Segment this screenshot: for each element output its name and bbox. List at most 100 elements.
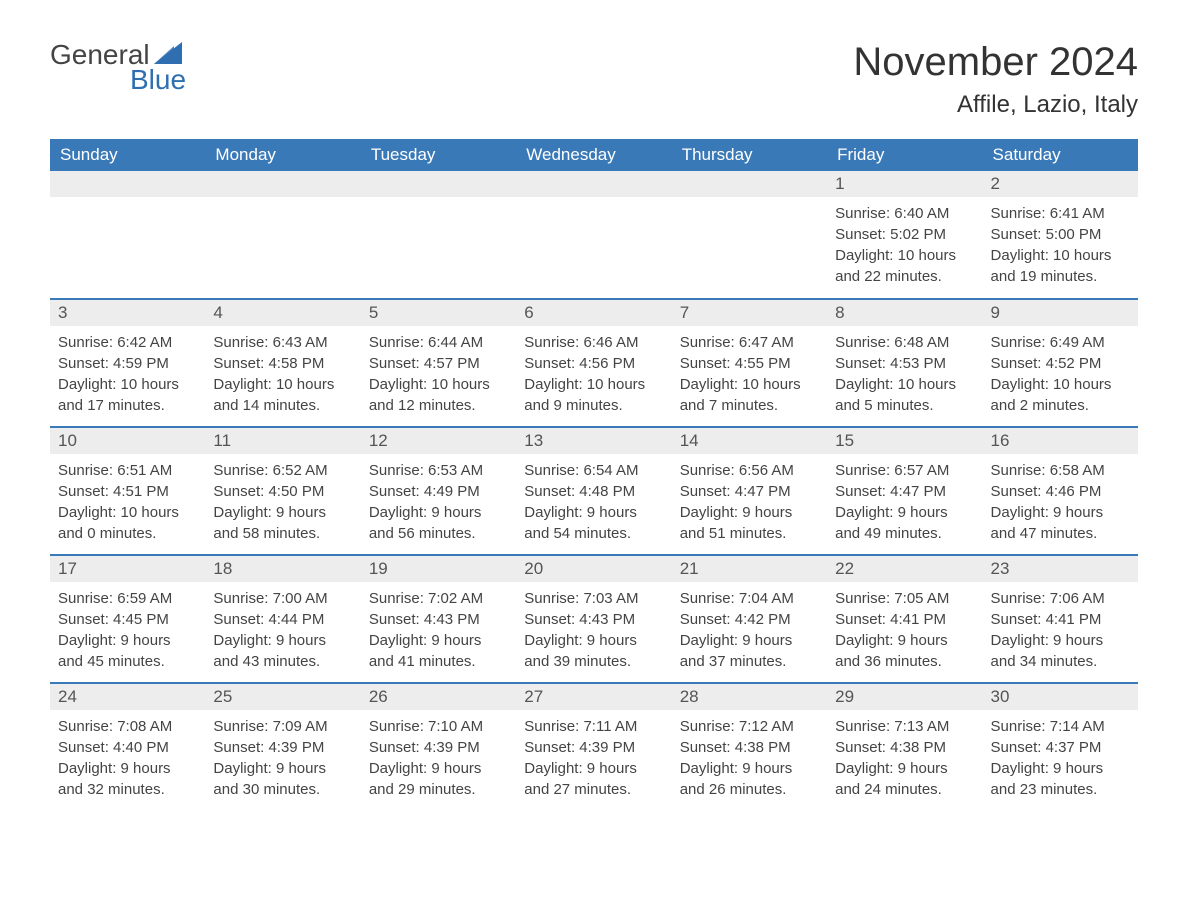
day-number: 23 — [983, 556, 1138, 582]
day-details: Sunrise: 6:58 AMSunset: 4:46 PMDaylight:… — [983, 454, 1138, 552]
daylight-line-2: and 17 minutes. — [58, 395, 197, 416]
day-details: Sunrise: 7:05 AMSunset: 4:41 PMDaylight:… — [827, 582, 982, 680]
day-number: 18 — [205, 556, 360, 582]
sunrise-line: Sunrise: 7:06 AM — [991, 588, 1130, 609]
sunset-line: Sunset: 4:39 PM — [524, 737, 663, 758]
sunset-line: Sunset: 4:56 PM — [524, 353, 663, 374]
sunset-line: Sunset: 4:44 PM — [213, 609, 352, 630]
daylight-line-1: Daylight: 9 hours — [680, 502, 819, 523]
day-details: Sunrise: 7:06 AMSunset: 4:41 PMDaylight:… — [983, 582, 1138, 680]
sunset-line: Sunset: 4:38 PM — [680, 737, 819, 758]
daylight-line-1: Daylight: 9 hours — [369, 502, 508, 523]
daylight-line-2: and 36 minutes. — [835, 651, 974, 672]
calendar-header-row: SundayMondayTuesdayWednesdayThursdayFrid… — [50, 139, 1138, 171]
sunrise-line: Sunrise: 6:42 AM — [58, 332, 197, 353]
day-number: 30 — [983, 684, 1138, 710]
day-number-bar — [50, 171, 205, 197]
daylight-line-1: Daylight: 9 hours — [991, 630, 1130, 651]
day-number: 6 — [516, 300, 671, 326]
sunrise-line: Sunrise: 7:09 AM — [213, 716, 352, 737]
daylight-line-1: Daylight: 9 hours — [524, 758, 663, 779]
sunset-line: Sunset: 4:48 PM — [524, 481, 663, 502]
day-number: 13 — [516, 428, 671, 454]
calendar-empty-day — [361, 171, 516, 299]
calendar-week: 17Sunrise: 6:59 AMSunset: 4:45 PMDayligh… — [50, 555, 1138, 683]
sunrise-line: Sunrise: 6:59 AM — [58, 588, 197, 609]
daylight-line-2: and 51 minutes. — [680, 523, 819, 544]
calendar-day: 25Sunrise: 7:09 AMSunset: 4:39 PMDayligh… — [205, 683, 360, 811]
day-details: Sunrise: 6:42 AMSunset: 4:59 PMDaylight:… — [50, 326, 205, 424]
daylight-line-1: Daylight: 9 hours — [991, 758, 1130, 779]
daylight-line-2: and 58 minutes. — [213, 523, 352, 544]
day-details: Sunrise: 7:13 AMSunset: 4:38 PMDaylight:… — [827, 710, 982, 808]
sunset-line: Sunset: 4:46 PM — [991, 481, 1130, 502]
day-details: Sunrise: 6:47 AMSunset: 4:55 PMDaylight:… — [672, 326, 827, 424]
daylight-line-2: and 7 minutes. — [680, 395, 819, 416]
sunset-line: Sunset: 4:41 PM — [991, 609, 1130, 630]
sunset-line: Sunset: 4:37 PM — [991, 737, 1130, 758]
location-subtitle: Affile, Lazio, Italy — [853, 91, 1138, 119]
daylight-line-1: Daylight: 9 hours — [835, 630, 974, 651]
sunset-line: Sunset: 4:55 PM — [680, 353, 819, 374]
sunrise-line: Sunrise: 7:12 AM — [680, 716, 819, 737]
sunrise-line: Sunrise: 7:10 AM — [369, 716, 508, 737]
day-number: 8 — [827, 300, 982, 326]
sunset-line: Sunset: 4:50 PM — [213, 481, 352, 502]
day-number: 15 — [827, 428, 982, 454]
daylight-line-1: Daylight: 10 hours — [835, 245, 974, 266]
daylight-line-1: Daylight: 9 hours — [991, 502, 1130, 523]
day-number: 10 — [50, 428, 205, 454]
calendar-empty-day — [672, 171, 827, 299]
daylight-line-2: and 43 minutes. — [213, 651, 352, 672]
day-number: 5 — [361, 300, 516, 326]
calendar-day: 24Sunrise: 7:08 AMSunset: 4:40 PMDayligh… — [50, 683, 205, 811]
sunset-line: Sunset: 4:59 PM — [58, 353, 197, 374]
daylight-line-2: and 39 minutes. — [524, 651, 663, 672]
daylight-line-2: and 2 minutes. — [991, 395, 1130, 416]
day-details: Sunrise: 7:03 AMSunset: 4:43 PMDaylight:… — [516, 582, 671, 680]
daylight-line-1: Daylight: 9 hours — [369, 758, 508, 779]
sunrise-line: Sunrise: 7:05 AM — [835, 588, 974, 609]
day-details: Sunrise: 6:56 AMSunset: 4:47 PMDaylight:… — [672, 454, 827, 552]
sunrise-line: Sunrise: 6:41 AM — [991, 203, 1130, 224]
sunrise-line: Sunrise: 6:57 AM — [835, 460, 974, 481]
daylight-line-2: and 12 minutes. — [369, 395, 508, 416]
day-details: Sunrise: 6:43 AMSunset: 4:58 PMDaylight:… — [205, 326, 360, 424]
calendar-empty-day — [50, 171, 205, 299]
sunset-line: Sunset: 4:58 PM — [213, 353, 352, 374]
day-header: Wednesday — [516, 139, 671, 171]
daylight-line-1: Daylight: 9 hours — [58, 630, 197, 651]
daylight-line-1: Daylight: 9 hours — [835, 502, 974, 523]
calendar-day: 28Sunrise: 7:12 AMSunset: 4:38 PMDayligh… — [672, 683, 827, 811]
day-details: Sunrise: 6:40 AMSunset: 5:02 PMDaylight:… — [827, 197, 982, 295]
sunset-line: Sunset: 4:41 PM — [835, 609, 974, 630]
sunrise-line: Sunrise: 6:52 AM — [213, 460, 352, 481]
sunrise-line: Sunrise: 7:00 AM — [213, 588, 352, 609]
month-title: November 2024 — [853, 40, 1138, 85]
day-number: 1 — [827, 171, 982, 197]
day-number: 7 — [672, 300, 827, 326]
sunset-line: Sunset: 5:02 PM — [835, 224, 974, 245]
day-header: Tuesday — [361, 139, 516, 171]
sunset-line: Sunset: 4:47 PM — [835, 481, 974, 502]
calendar-day: 27Sunrise: 7:11 AMSunset: 4:39 PMDayligh… — [516, 683, 671, 811]
calendar-day: 20Sunrise: 7:03 AMSunset: 4:43 PMDayligh… — [516, 555, 671, 683]
calendar-week: 24Sunrise: 7:08 AMSunset: 4:40 PMDayligh… — [50, 683, 1138, 811]
sunrise-line: Sunrise: 7:04 AM — [680, 588, 819, 609]
sunrise-line: Sunrise: 7:08 AM — [58, 716, 197, 737]
daylight-line-2: and 49 minutes. — [835, 523, 974, 544]
day-number: 24 — [50, 684, 205, 710]
day-number: 19 — [361, 556, 516, 582]
calendar-day: 9Sunrise: 6:49 AMSunset: 4:52 PMDaylight… — [983, 299, 1138, 427]
day-details: Sunrise: 6:52 AMSunset: 4:50 PMDaylight:… — [205, 454, 360, 552]
sunrise-line: Sunrise: 6:49 AM — [991, 332, 1130, 353]
calendar-day: 5Sunrise: 6:44 AMSunset: 4:57 PMDaylight… — [361, 299, 516, 427]
daylight-line-1: Daylight: 10 hours — [58, 374, 197, 395]
sunrise-line: Sunrise: 6:58 AM — [991, 460, 1130, 481]
day-details: Sunrise: 6:44 AMSunset: 4:57 PMDaylight:… — [361, 326, 516, 424]
daylight-line-1: Daylight: 10 hours — [991, 374, 1130, 395]
day-details: Sunrise: 6:54 AMSunset: 4:48 PMDaylight:… — [516, 454, 671, 552]
calendar-day: 3Sunrise: 6:42 AMSunset: 4:59 PMDaylight… — [50, 299, 205, 427]
calendar-day: 15 Sunrise: 6:57 AMSunset: 4:47 PMDayligh… — [827, 427, 982, 555]
logo-word-2: Blue — [50, 65, 186, 94]
